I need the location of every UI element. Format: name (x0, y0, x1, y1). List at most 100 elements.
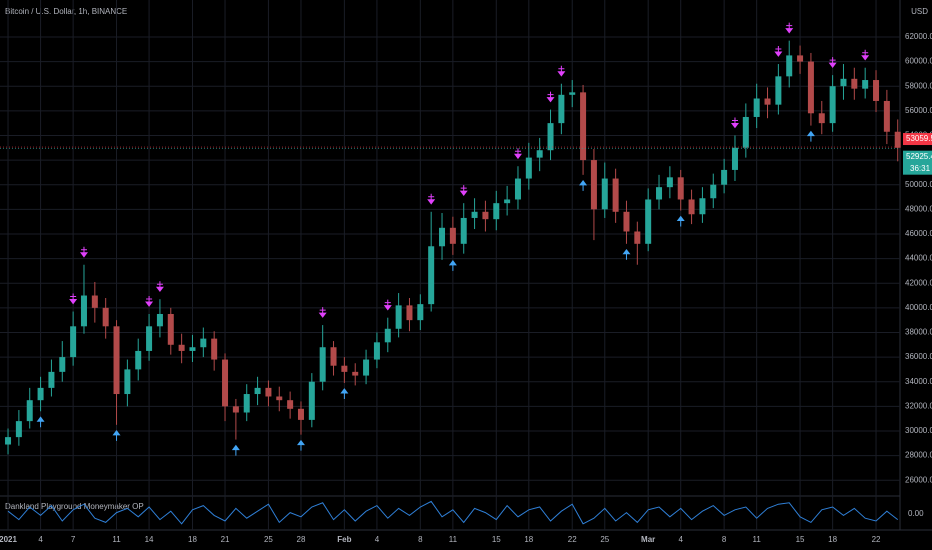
sell-signal (785, 22, 794, 34)
candle-body (308, 381, 315, 420)
indicator-line (7, 500, 899, 525)
sell-signal (155, 281, 164, 293)
sell-signal (318, 307, 327, 318)
candle-body (297, 408, 304, 420)
buy-signal (622, 248, 631, 260)
buy-signal (806, 130, 815, 142)
candle-body (232, 406, 239, 413)
candle-body (580, 92, 587, 161)
indicator-last-label: 0.00 (908, 509, 924, 518)
candle-body (91, 295, 98, 308)
candle-body (70, 326, 77, 358)
candle-body (254, 387, 261, 395)
candle-body (167, 313, 174, 345)
candle-body (807, 61, 814, 114)
buy-signal (579, 180, 588, 191)
candle-body (200, 338, 207, 348)
buy-signal (676, 215, 685, 227)
y-tick-label: 36000.00 (905, 352, 932, 361)
candle-body (623, 211, 630, 232)
candle-body (330, 347, 337, 366)
buy-signal (36, 416, 45, 428)
candle-body (37, 387, 44, 401)
candle-body (189, 347, 196, 351)
y-tick-label: 48000.00 (905, 204, 932, 213)
y-tick-label: 50000.00 (905, 180, 932, 189)
x-tick-label: 15 (492, 535, 501, 544)
candle-body (319, 347, 326, 382)
y-tick-label: 28000.00 (905, 451, 932, 460)
x-tick-label: 18 (188, 535, 197, 544)
sell-signal (828, 57, 837, 68)
sell-signal (774, 46, 783, 57)
y-tick-label: 46000.00 (905, 229, 932, 238)
buy-signal (231, 444, 240, 456)
x-tick-label: 25 (264, 535, 273, 544)
candle-body (851, 78, 858, 89)
candle-body (48, 371, 55, 388)
candle-body (829, 86, 836, 124)
candle-body (341, 365, 348, 372)
candle-body (15, 421, 22, 438)
candle-body (590, 160, 597, 210)
sell-signal (383, 299, 392, 311)
sell-signal (557, 65, 566, 77)
candle-body (124, 369, 131, 395)
x-tick-label: 11 (112, 535, 121, 544)
buy-signal (448, 260, 457, 271)
candle-body (460, 217, 467, 244)
x-tick-label: 14 (145, 535, 154, 544)
candle-body (482, 211, 489, 220)
x-tick-label: 8 (722, 535, 727, 544)
candle-body (536, 150, 543, 158)
buy-signal (296, 439, 305, 451)
candle-body (601, 178, 608, 210)
y-tick-label: 32000.00 (905, 401, 932, 410)
candle-body (742, 116, 749, 148)
x-tick-label: Mar (641, 535, 655, 544)
candle-body (80, 295, 87, 327)
candle-body (439, 227, 446, 247)
candle-body (276, 396, 283, 401)
y-tick-label: 62000.00 (905, 32, 932, 41)
candle-body (558, 94, 565, 124)
candle-body (406, 305, 413, 321)
x-tick-label: 28 (297, 535, 306, 544)
candle-body (731, 147, 738, 170)
candle-body (449, 227, 456, 244)
candle-body (656, 187, 663, 200)
x-tick-label: 18 (524, 535, 533, 544)
countdown: 36:31 (910, 164, 931, 173)
y-tick-label: 40000.00 (905, 303, 932, 312)
y-tick-label: 38000.00 (905, 328, 932, 337)
candle-body (894, 131, 901, 148)
x-tick-label: 2021 (0, 535, 17, 544)
candle-body (211, 338, 218, 360)
sell-signal (459, 185, 468, 197)
candle-body (287, 400, 294, 409)
buy-signal (340, 388, 349, 399)
candle-body (873, 80, 880, 101)
sell-signal (427, 193, 436, 205)
candle-body (514, 178, 521, 200)
sell-signal (861, 49, 870, 61)
candle-body (764, 98, 771, 105)
candle-body (493, 203, 500, 220)
x-tick-label: 11 (449, 535, 458, 544)
y-tick-label: 60000.00 (905, 57, 932, 66)
candle-body (113, 326, 120, 395)
indicator-name: Dankland Playground Moneymaker OP (5, 502, 144, 511)
candle-body (243, 394, 250, 413)
candle-body (222, 359, 229, 407)
price-label: 52925.40 (906, 152, 932, 161)
candle-body (265, 387, 272, 397)
candle-body (146, 326, 153, 351)
candle-body (569, 92, 576, 95)
candle-body (862, 80, 869, 89)
x-tick-label: 25 (600, 535, 609, 544)
price-label: 53059.53 (906, 134, 932, 143)
candle-body (753, 98, 760, 117)
candle-body (5, 437, 12, 445)
candle-body (363, 359, 370, 376)
